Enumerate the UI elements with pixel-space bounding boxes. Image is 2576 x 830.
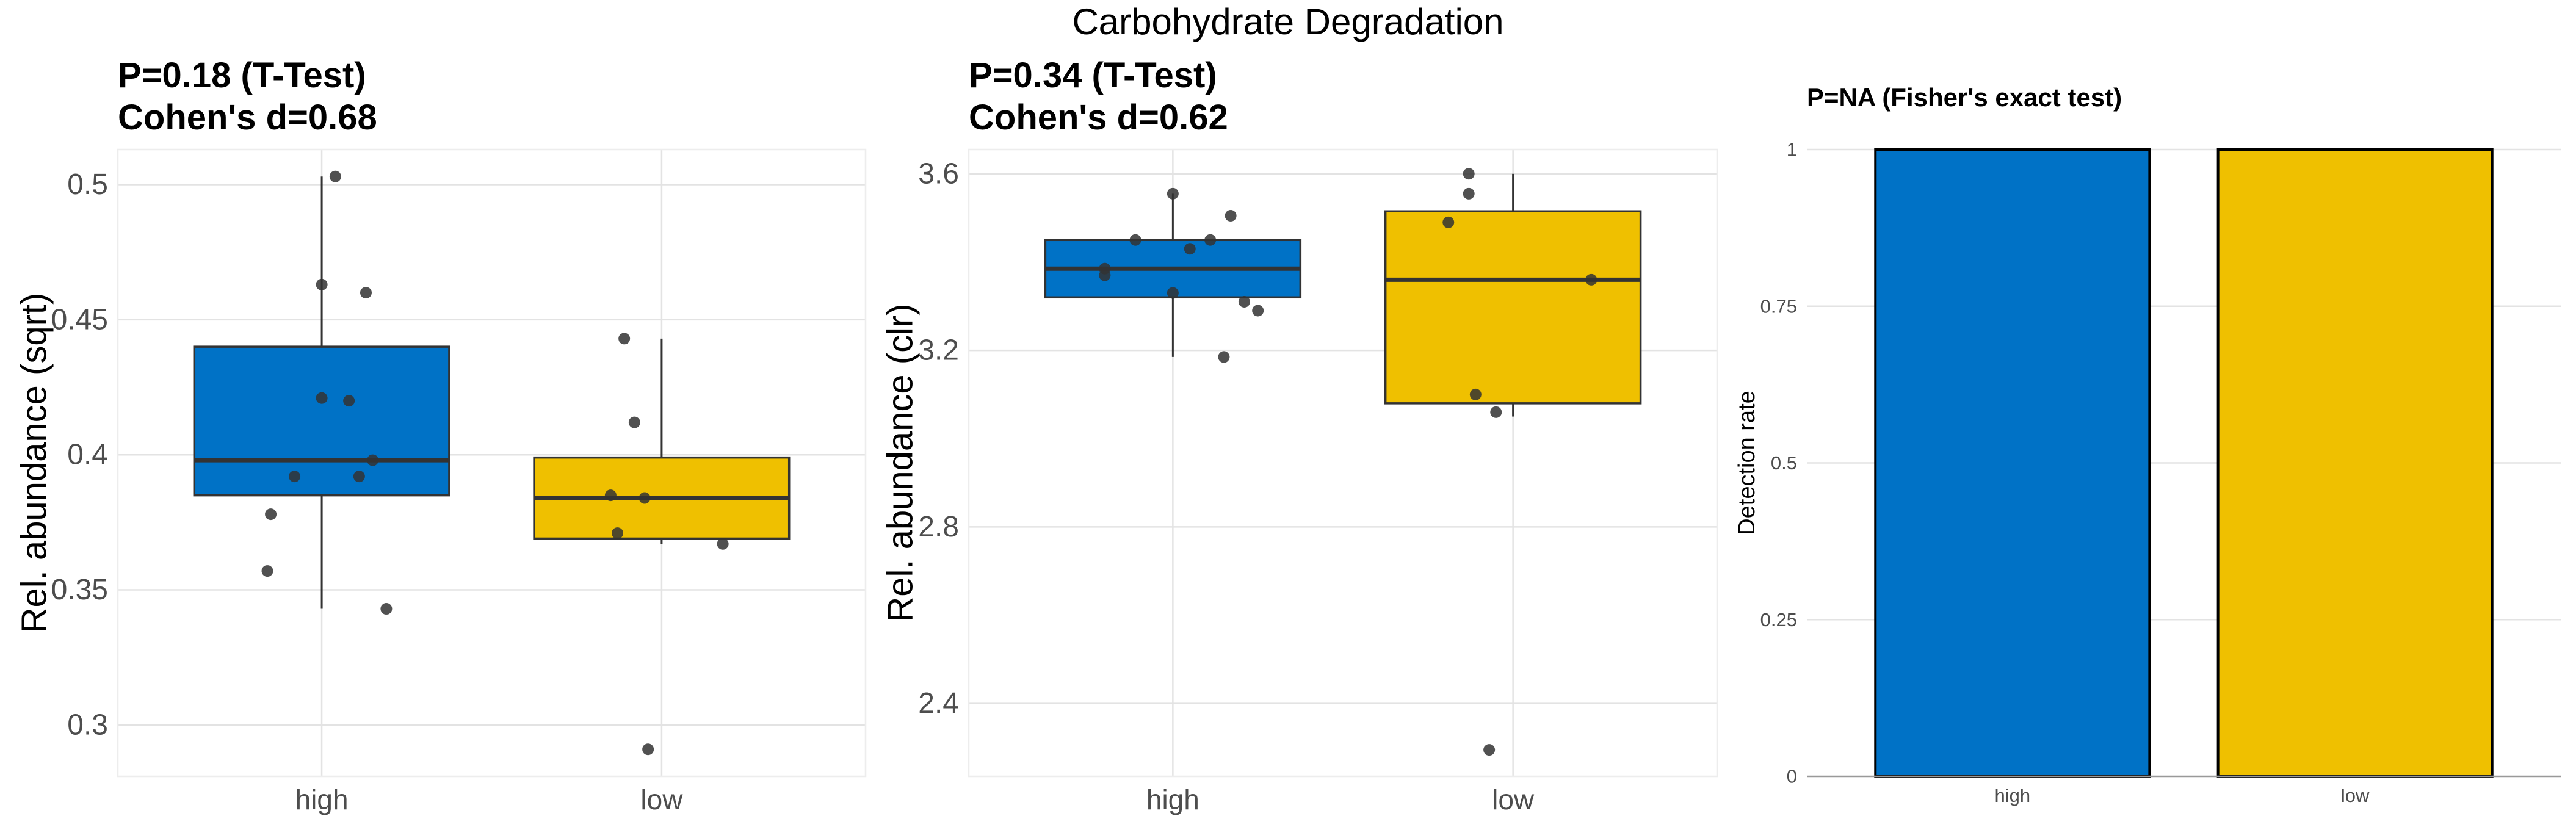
data-point bbox=[1167, 287, 1179, 299]
box-low bbox=[1384, 210, 1642, 405]
y-tick-label: 0.5 bbox=[1771, 452, 1797, 474]
data-point bbox=[612, 527, 624, 540]
y-tick-label: 0.45 bbox=[51, 303, 108, 336]
x-tick-label: low bbox=[1492, 784, 1535, 815]
panel-border bbox=[117, 148, 867, 778]
data-point bbox=[1167, 187, 1179, 200]
data-point bbox=[1585, 273, 1597, 286]
data-point bbox=[1469, 388, 1482, 400]
data-point bbox=[289, 471, 301, 483]
data-point bbox=[353, 471, 365, 483]
data-point bbox=[1129, 234, 1141, 246]
data-point bbox=[316, 392, 328, 404]
data-point bbox=[265, 508, 277, 521]
data-point bbox=[1483, 744, 1496, 756]
y-tick-label: 0.35 bbox=[51, 574, 108, 606]
panel-title-line-1: P=0.18 (T-Test) bbox=[118, 56, 366, 95]
y-tick-label: 0 bbox=[1787, 766, 1797, 787]
data-point bbox=[261, 565, 273, 577]
y-tick-label: 0.25 bbox=[1760, 609, 1797, 630]
data-point bbox=[1184, 243, 1196, 255]
box-high bbox=[193, 345, 450, 497]
data-point bbox=[1218, 351, 1230, 363]
y-axis-title: Rel. abundance (clr) bbox=[881, 303, 921, 622]
data-point bbox=[1463, 187, 1475, 200]
y-tick-label: 3.2 bbox=[918, 334, 959, 367]
data-point bbox=[329, 170, 341, 182]
panel-3: P=NA (Fisher's exact test) 0 0.25 0.5 0.75 1 h… bbox=[1734, 83, 2561, 806]
y-axis-title: Rel. abundance (sqrt) bbox=[15, 293, 54, 633]
y-tick-label: 0.75 bbox=[1760, 295, 1797, 317]
panel-title-line-2: Cohen's d=0.68 bbox=[118, 98, 377, 137]
data-point bbox=[1204, 234, 1217, 246]
data-point bbox=[628, 416, 640, 428]
data-point bbox=[1225, 209, 1237, 222]
y-tick-label: 0.4 bbox=[67, 439, 108, 471]
data-point bbox=[1442, 216, 1455, 228]
x-tick-label: high bbox=[1146, 784, 1199, 815]
figure-title: Carbohydrate Degradation bbox=[1072, 1, 1503, 42]
bar-low bbox=[2216, 148, 2494, 778]
data-point bbox=[1463, 168, 1475, 180]
panel-title-line-2: Cohen's d=0.62 bbox=[969, 98, 1228, 137]
data-point bbox=[380, 603, 393, 615]
data-point bbox=[1490, 406, 1502, 418]
x-tick-label: high bbox=[295, 784, 349, 815]
x-tick-label: low bbox=[2341, 785, 2370, 806]
y-tick-label: 2.8 bbox=[918, 511, 959, 543]
data-point bbox=[717, 538, 729, 550]
x-tick-label: high bbox=[1995, 785, 2031, 806]
y-tick-label: 0.5 bbox=[67, 168, 108, 201]
data-point bbox=[618, 333, 631, 345]
data-point bbox=[642, 743, 654, 756]
data-point bbox=[639, 492, 651, 504]
panel-border bbox=[968, 148, 1718, 778]
panel-1: P=0.18 (T-Test)Cohen's d=0.68 0.3 0.35 0.4 0… bbox=[15, 56, 867, 815]
y-axis-title: Detection rate bbox=[1734, 391, 1760, 535]
data-point bbox=[343, 395, 355, 407]
data-point bbox=[1238, 296, 1250, 308]
panel-2: P=0.34 (T-Test)Cohen's d=0.62 2.4 2.8 3.2 3.… bbox=[881, 56, 1718, 815]
data-point bbox=[316, 278, 328, 290]
data-point bbox=[367, 454, 379, 466]
data-point bbox=[1252, 305, 1264, 317]
data-point bbox=[1099, 269, 1111, 281]
x-tick-label: low bbox=[640, 784, 683, 815]
y-tick-label: 3.6 bbox=[918, 157, 959, 190]
panel-title: P=NA (Fisher's exact test) bbox=[1807, 83, 2122, 112]
data-point bbox=[360, 287, 372, 299]
y-tick-label: 2.4 bbox=[918, 687, 959, 720]
panel-title-line-1: P=0.34 (T-Test) bbox=[969, 56, 1217, 95]
data-point bbox=[604, 489, 617, 502]
y-tick-label: 0.3 bbox=[67, 709, 108, 741]
bar-high bbox=[1874, 148, 2151, 778]
y-tick-label: 1 bbox=[1787, 139, 1797, 161]
